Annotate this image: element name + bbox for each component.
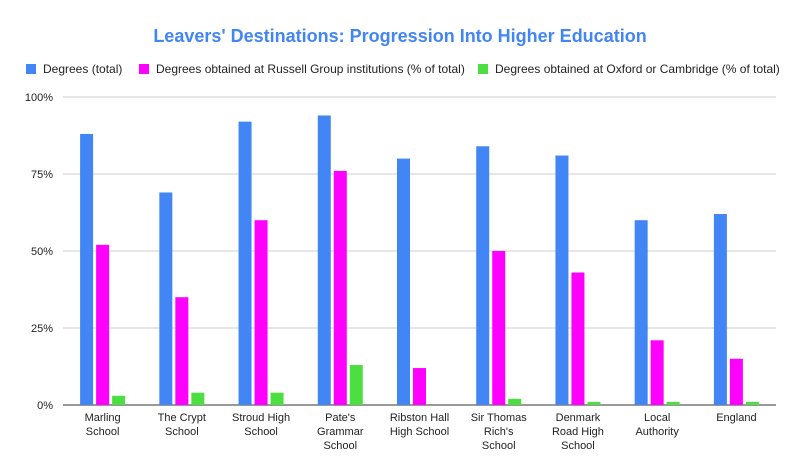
y-tick-label: 25% bbox=[31, 323, 53, 335]
x-tick-label: School bbox=[323, 440, 357, 452]
x-tick-label: Sir Thomas bbox=[471, 412, 528, 424]
bar bbox=[175, 297, 189, 405]
bar bbox=[112, 395, 126, 405]
bar bbox=[555, 155, 569, 405]
legend-swatch bbox=[26, 64, 36, 74]
x-tick-label: Pate's bbox=[325, 412, 356, 424]
bar bbox=[476, 146, 490, 405]
bar bbox=[729, 358, 743, 405]
bar bbox=[397, 158, 410, 405]
bar bbox=[413, 368, 426, 405]
x-tick-label: Grammar bbox=[317, 426, 364, 438]
x-tick-label: The Crypt bbox=[158, 412, 206, 424]
x-tick-label: Local bbox=[644, 412, 670, 424]
legend-swatch bbox=[139, 64, 149, 74]
legend-label: Degrees obtained at Russell Group instit… bbox=[156, 62, 465, 76]
bar bbox=[270, 392, 284, 405]
bar bbox=[634, 220, 648, 405]
bar bbox=[650, 340, 664, 405]
bars bbox=[80, 115, 759, 405]
bar bbox=[713, 214, 727, 405]
bar bbox=[745, 401, 759, 405]
x-tick-label: Ribston Hall bbox=[390, 412, 449, 424]
bar bbox=[191, 392, 205, 405]
bar bbox=[96, 244, 110, 405]
bar bbox=[492, 251, 506, 405]
bar bbox=[666, 401, 680, 405]
x-tick-label: School bbox=[165, 426, 199, 438]
legend-swatch bbox=[478, 64, 488, 74]
x-axis: Marling School The Crypt School Stroud High S… bbox=[85, 412, 757, 452]
x-tick-label: Rich's bbox=[484, 426, 514, 438]
x-tick-label: Authority bbox=[635, 426, 679, 438]
chart-title: Leavers' Destinations: Progression Into … bbox=[153, 26, 646, 46]
x-tick-label: School bbox=[482, 440, 516, 452]
x-tick-label: Road High bbox=[552, 426, 604, 438]
x-tick-label: England bbox=[716, 412, 756, 424]
y-tick-label: 75% bbox=[31, 169, 53, 181]
x-tick-label: Denmark bbox=[556, 412, 601, 424]
bar bbox=[333, 170, 347, 405]
y-tick-label: 0% bbox=[37, 400, 53, 412]
x-tick-label: High School bbox=[390, 426, 449, 438]
bar bbox=[349, 364, 363, 405]
x-tick-label: Marling bbox=[85, 412, 121, 424]
bar bbox=[508, 398, 522, 405]
y-tick-label: 100% bbox=[25, 92, 53, 104]
y-tick-label: 50% bbox=[31, 246, 53, 258]
legend: Degrees (total) Degrees obtained at Russe… bbox=[26, 62, 780, 76]
legend-label: Degrees (total) bbox=[43, 62, 122, 76]
x-tick-label: School bbox=[86, 426, 120, 438]
bar bbox=[238, 121, 252, 405]
bar bbox=[80, 133, 94, 405]
bar bbox=[254, 220, 268, 405]
x-tick-label: School bbox=[561, 440, 595, 452]
bar bbox=[317, 115, 331, 405]
x-tick-label: Stroud High bbox=[232, 412, 290, 424]
bar bbox=[159, 192, 173, 405]
bar bbox=[571, 272, 585, 405]
legend-label: Degrees obtained at Oxford or Cambridge … bbox=[495, 62, 780, 76]
x-tick-label: School bbox=[244, 426, 278, 438]
y-axis: 0% 25% 50% 75% 100% bbox=[25, 92, 53, 412]
bar bbox=[587, 401, 601, 405]
